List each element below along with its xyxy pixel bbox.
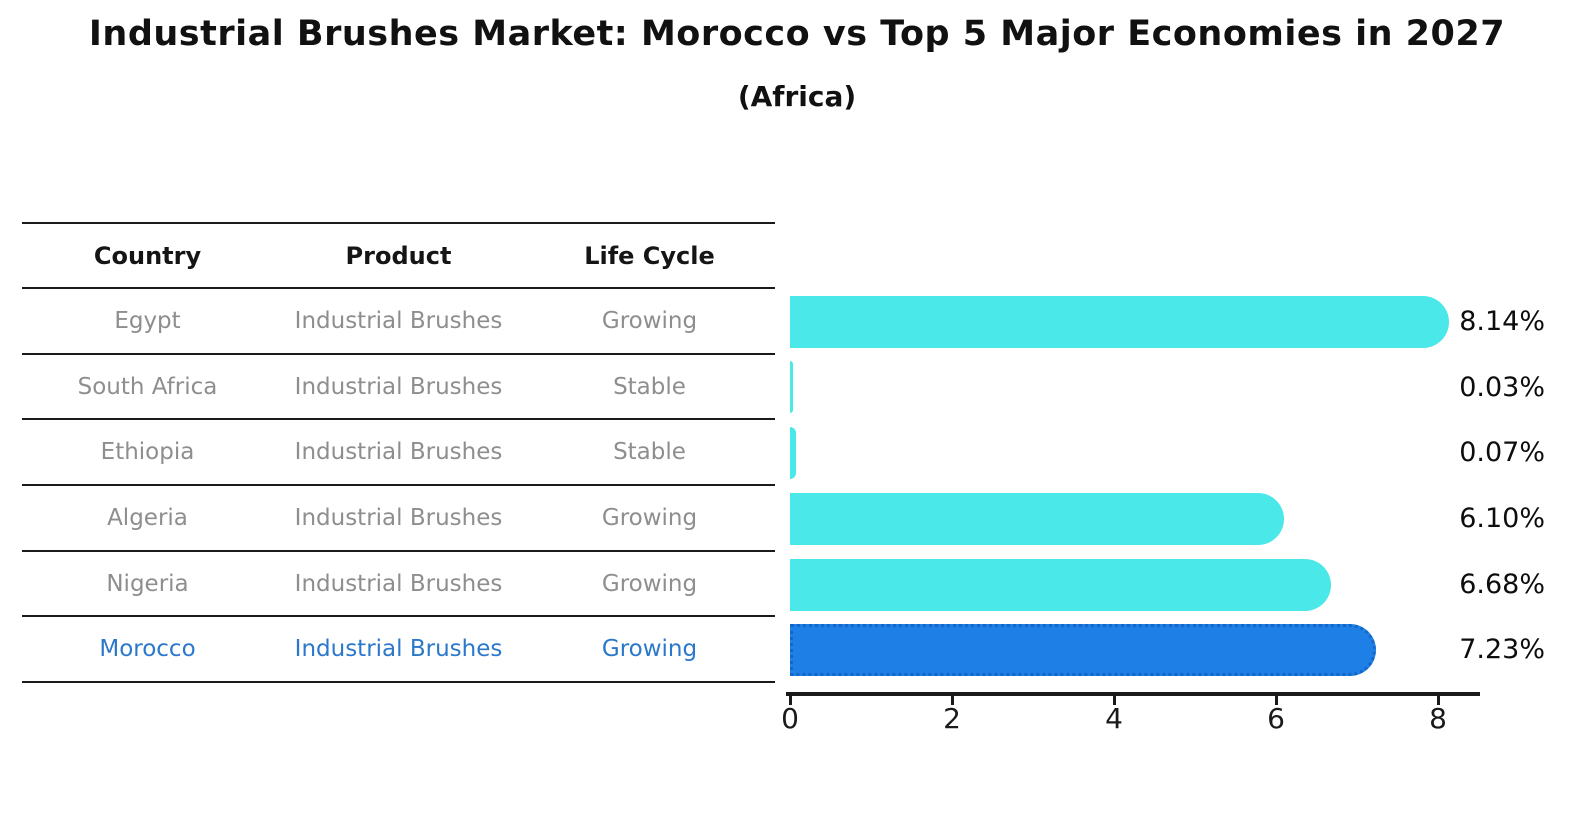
- bar-algeria: [790, 492, 1285, 545]
- table-body: Egypt Industrial Brushes Growing South Afri…: [22, 289, 775, 684]
- bar-row-morocco: 7.23%: [790, 617, 1594, 683]
- table-row-ethiopia: Ethiopia Industrial Brushes Stable: [22, 420, 775, 487]
- bar-row-ethiopia: 0.07%: [790, 420, 1594, 486]
- x-tick-label: 8: [1429, 702, 1447, 735]
- cell-product: Industrial Brushes: [294, 570, 503, 597]
- cell-country: South Africa: [77, 373, 218, 400]
- x-tick: [788, 695, 792, 705]
- bar-value-label: 7.23%: [1459, 634, 1545, 666]
- cell-country: Morocco: [99, 636, 196, 663]
- bar-value-label: 6.68%: [1459, 568, 1545, 600]
- bar-value-label: 0.07%: [1459, 437, 1545, 469]
- bar-value-label: 8.14%: [1459, 306, 1545, 337]
- cell-life-cycle: Growing: [601, 570, 698, 597]
- cell-life-cycle: Stable: [613, 439, 686, 466]
- cell-country: Algeria: [107, 504, 188, 531]
- cell-country: Nigeria: [106, 570, 189, 597]
- x-axis-line: [786, 692, 1480, 696]
- table-header-product: Product: [345, 241, 452, 270]
- country-table: Country Product Life Cycle Egypt Industri…: [22, 222, 775, 684]
- table-header-row: Country Product Life Cycle: [22, 222, 775, 289]
- cell-product: Industrial Brushes: [294, 439, 503, 466]
- x-tick: [950, 695, 954, 705]
- bar-row-south-africa: 0.03%: [790, 355, 1594, 421]
- bar-row-egypt: 8.14%: [790, 289, 1594, 355]
- bar-south-africa: [790, 361, 793, 414]
- cell-life-cycle: Growing: [601, 307, 698, 334]
- cell-country: Egypt: [114, 307, 181, 334]
- bar-row-algeria: 6.10%: [790, 486, 1594, 552]
- table-row-south-africa: South Africa Industrial Brushes Stable: [22, 355, 775, 421]
- bar-nigeria: [790, 558, 1332, 611]
- cell-product: Industrial Brushes: [294, 504, 503, 531]
- x-tick: [1436, 695, 1440, 705]
- cell-product: Industrial Brushes: [294, 373, 503, 400]
- cell-life-cycle: Stable: [613, 373, 686, 400]
- bar-ethiopia: [790, 427, 796, 480]
- cell-country: Ethiopia: [100, 439, 195, 466]
- table-row-nigeria: Nigeria Industrial Brushes Growing: [22, 552, 775, 618]
- table-row-algeria: Algeria Industrial Brushes Growing: [22, 486, 775, 552]
- chart-title: Industrial Brushes Market: Morocco vs To…: [88, 14, 1506, 54]
- bar-plot-area: 8.14% 0.03% 0.07% 6.10% 6.68% 7.23%: [790, 289, 1594, 684]
- bar-egypt: [790, 295, 1450, 348]
- bar-value-label: 0.03%: [1459, 371, 1545, 403]
- bar-value-label: 6.10%: [1459, 503, 1545, 535]
- cell-life-cycle: Growing: [601, 636, 698, 663]
- cell-life-cycle: Growing: [601, 504, 698, 531]
- table-header-country: Country: [93, 241, 202, 270]
- x-tick-label: 6: [1267, 702, 1285, 735]
- cell-product: Industrial Brushes: [294, 307, 503, 334]
- cell-product: Industrial Brushes: [294, 636, 503, 663]
- x-tick-label: 4: [1105, 702, 1123, 735]
- table-row-egypt: Egypt Industrial Brushes Growing: [22, 289, 775, 355]
- bar-row-nigeria: 6.68%: [790, 552, 1594, 618]
- x-tick-label: 0: [781, 702, 799, 735]
- x-tick: [1274, 695, 1278, 705]
- x-tick: [1112, 695, 1116, 705]
- chart-subtitle: (Africa): [737, 80, 857, 113]
- table-header-life-cycle: Life Cycle: [584, 241, 715, 270]
- x-tick-label: 2: [943, 702, 961, 735]
- table-row-morocco: Morocco Industrial Brushes Growing: [22, 617, 775, 684]
- bar-morocco: [790, 624, 1376, 677]
